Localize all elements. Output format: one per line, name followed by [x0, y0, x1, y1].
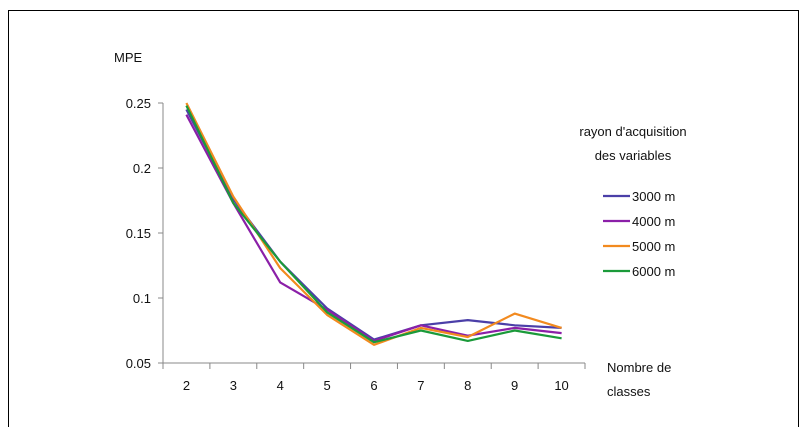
legend-item: 3000 m	[603, 189, 675, 204]
legend-label: 3000 m	[632, 189, 675, 204]
y-axis: 0.25 0.2 0.15 0.1 0.05	[126, 96, 164, 371]
legend-label: 4000 m	[632, 214, 675, 229]
x-tick-label: 2	[183, 378, 190, 393]
x-tick-label: 3	[230, 378, 237, 393]
y-axis-label: MPE	[114, 50, 143, 65]
x-tick-label: 10	[554, 378, 568, 393]
x-tick-label: 4	[277, 378, 284, 393]
y-tick-label: 0.1	[133, 291, 151, 306]
legend-item: 4000 m	[603, 214, 675, 229]
x-axis: 2 3 4 5 6 7 8 9 10	[162, 362, 586, 393]
x-axis-label-line1: Nombre de	[607, 360, 671, 375]
x-tick-label: 6	[370, 378, 377, 393]
series-line-4000m	[185, 114, 562, 342]
legend-title-line2: des variables	[595, 148, 672, 163]
x-tick-label: 8	[464, 378, 471, 393]
series-line-6000m	[185, 105, 562, 344]
legend-label: 6000 m	[632, 264, 675, 279]
y-tick-label: 0.15	[126, 226, 151, 241]
x-tick-label: 7	[417, 378, 424, 393]
x-tick-label: 5	[323, 378, 330, 393]
legend-title-line1: rayon d'acquisition	[579, 124, 686, 139]
frame-border-top	[8, 10, 799, 11]
series-lines	[185, 102, 562, 346]
x-axis-label-line2: classes	[607, 384, 651, 399]
y-tick-label: 0.25	[126, 96, 151, 111]
frame-border-left	[8, 10, 9, 427]
series-line-3000m	[185, 108, 562, 341]
y-tick-label: 0.2	[133, 161, 151, 176]
legend: rayon d'acquisition des variables 3000 m…	[579, 124, 686, 279]
legend-item: 6000 m	[603, 264, 675, 279]
series-line-5000m	[185, 102, 562, 346]
x-tick-label: 9	[511, 378, 518, 393]
legend-label: 5000 m	[632, 239, 675, 254]
y-tick-label: 0.05	[126, 356, 151, 371]
legend-item: 5000 m	[603, 239, 675, 254]
